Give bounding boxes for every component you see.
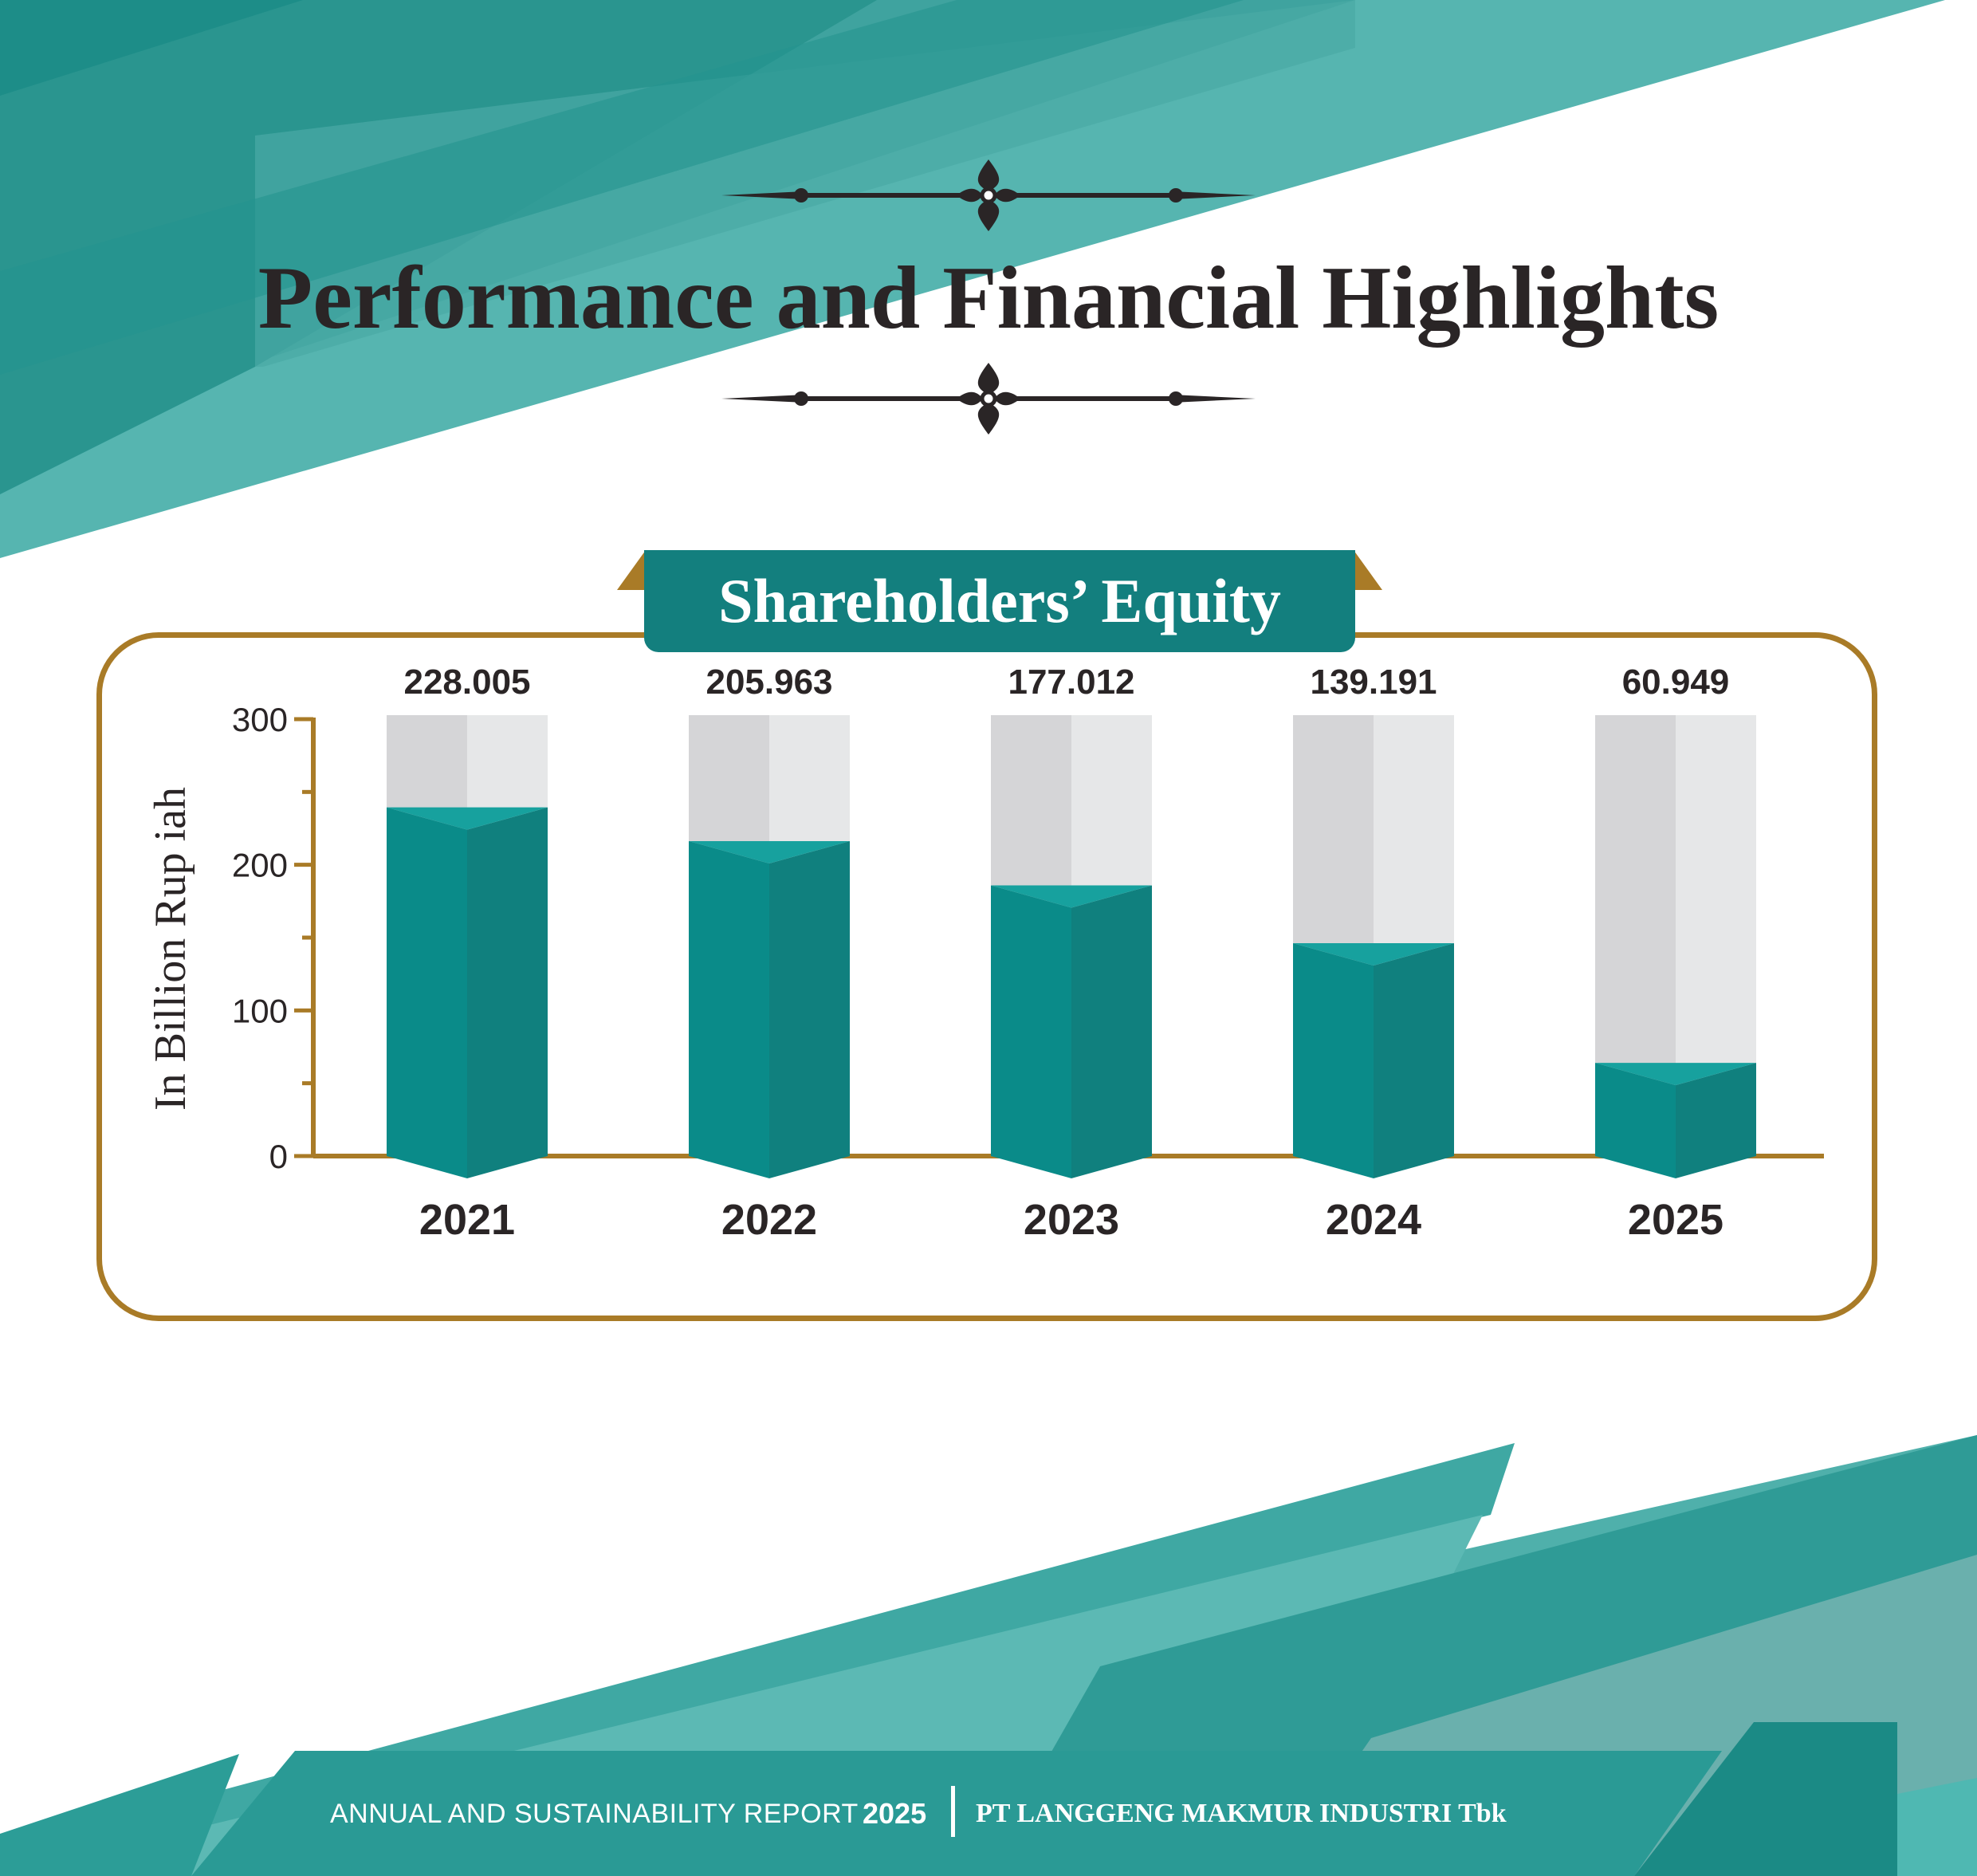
ribbon-fold-right: [1354, 550, 1382, 590]
bar-2025-top-face: [1595, 1063, 1756, 1086]
bar-2025-front-left: [1595, 1063, 1676, 1178]
bar-2023-front-right: [1071, 885, 1152, 1178]
x-tick-label-2025: 2025: [1628, 1196, 1723, 1244]
y-axis-label: In Billion Rup iah: [146, 787, 195, 1111]
x-tick-label-2022: 2022: [721, 1196, 817, 1244]
bar-2021-top-face: [387, 807, 548, 830]
section-title: Shareholders’ Equity: [644, 550, 1355, 652]
bar-2022-front-right: [769, 840, 850, 1178]
bottom-ornament-icon: [721, 363, 1256, 435]
x-tick-label-2021: 2021: [419, 1196, 515, 1244]
y-tick-label: 100: [232, 992, 288, 1029]
bar-2023-top-face: [991, 885, 1152, 908]
bar-2024-front-right: [1374, 943, 1454, 1178]
bar-2023-front-left: [991, 885, 1071, 1178]
bar-2025-front-right: [1676, 1063, 1756, 1178]
bar-2021-front-left: [387, 807, 467, 1178]
footer-report-label: ANNUAL AND SUSTAINABILITY REPORT: [330, 1799, 859, 1829]
top-ornament-icon: [721, 159, 1256, 231]
x-tick-label-2023: 2023: [1024, 1196, 1119, 1244]
bar-2021-front-right: [467, 807, 548, 1178]
bar-2022-top-face: [689, 840, 850, 863]
bar-2024-top-face: [1293, 943, 1454, 966]
value-label-2022: 205.963: [706, 663, 832, 702]
x-tick-label-2024: 2024: [1326, 1196, 1421, 1244]
footer-company: PT LANGGENG MAKMUR INDUSTRI Tbk: [976, 1799, 1507, 1828]
ribbon-fold-left: [617, 550, 646, 590]
y-tick-label: 300: [232, 701, 288, 738]
bar-2022-front-left: [689, 840, 769, 1178]
footer-divider: [951, 1786, 955, 1837]
page-title: Performance and Financial Highlights: [257, 249, 1720, 348]
value-label-2021: 228.005: [403, 663, 530, 702]
value-label-2024: 139.191: [1310, 663, 1437, 702]
bar-2024-front-left: [1293, 943, 1374, 1178]
y-tick-label: 0: [269, 1138, 288, 1175]
value-label-2025: 60.949: [1622, 663, 1730, 702]
value-label-2023: 177.012: [1008, 663, 1134, 702]
footer-report-year: 2025: [863, 1797, 927, 1830]
y-tick-label: 200: [232, 847, 288, 884]
